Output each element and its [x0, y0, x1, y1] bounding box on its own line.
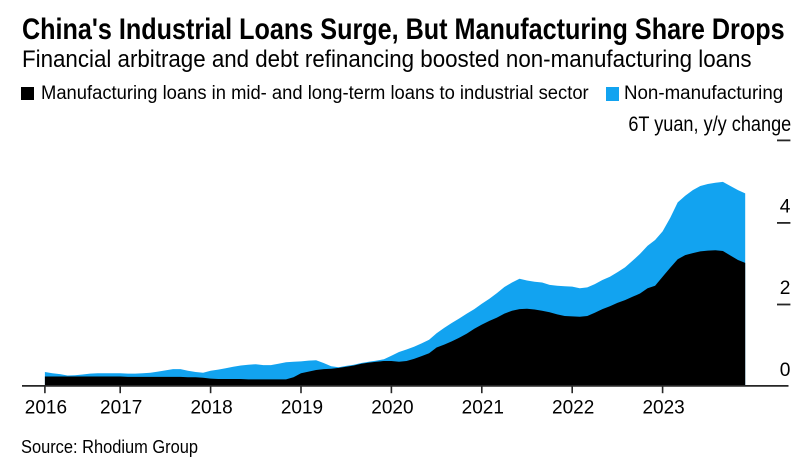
svg-text:2: 2 [780, 278, 791, 299]
svg-text:2019: 2019 [281, 398, 323, 419]
svg-text:2016: 2016 [25, 398, 67, 419]
svg-text:2020: 2020 [371, 398, 413, 419]
svg-text:2017: 2017 [100, 398, 142, 419]
svg-text:2018: 2018 [190, 398, 232, 419]
svg-text:2021: 2021 [462, 398, 504, 419]
svg-text:4: 4 [780, 196, 791, 217]
svg-text:2023: 2023 [642, 398, 684, 419]
svg-text:0: 0 [780, 360, 791, 381]
svg-text:2022: 2022 [552, 398, 594, 419]
